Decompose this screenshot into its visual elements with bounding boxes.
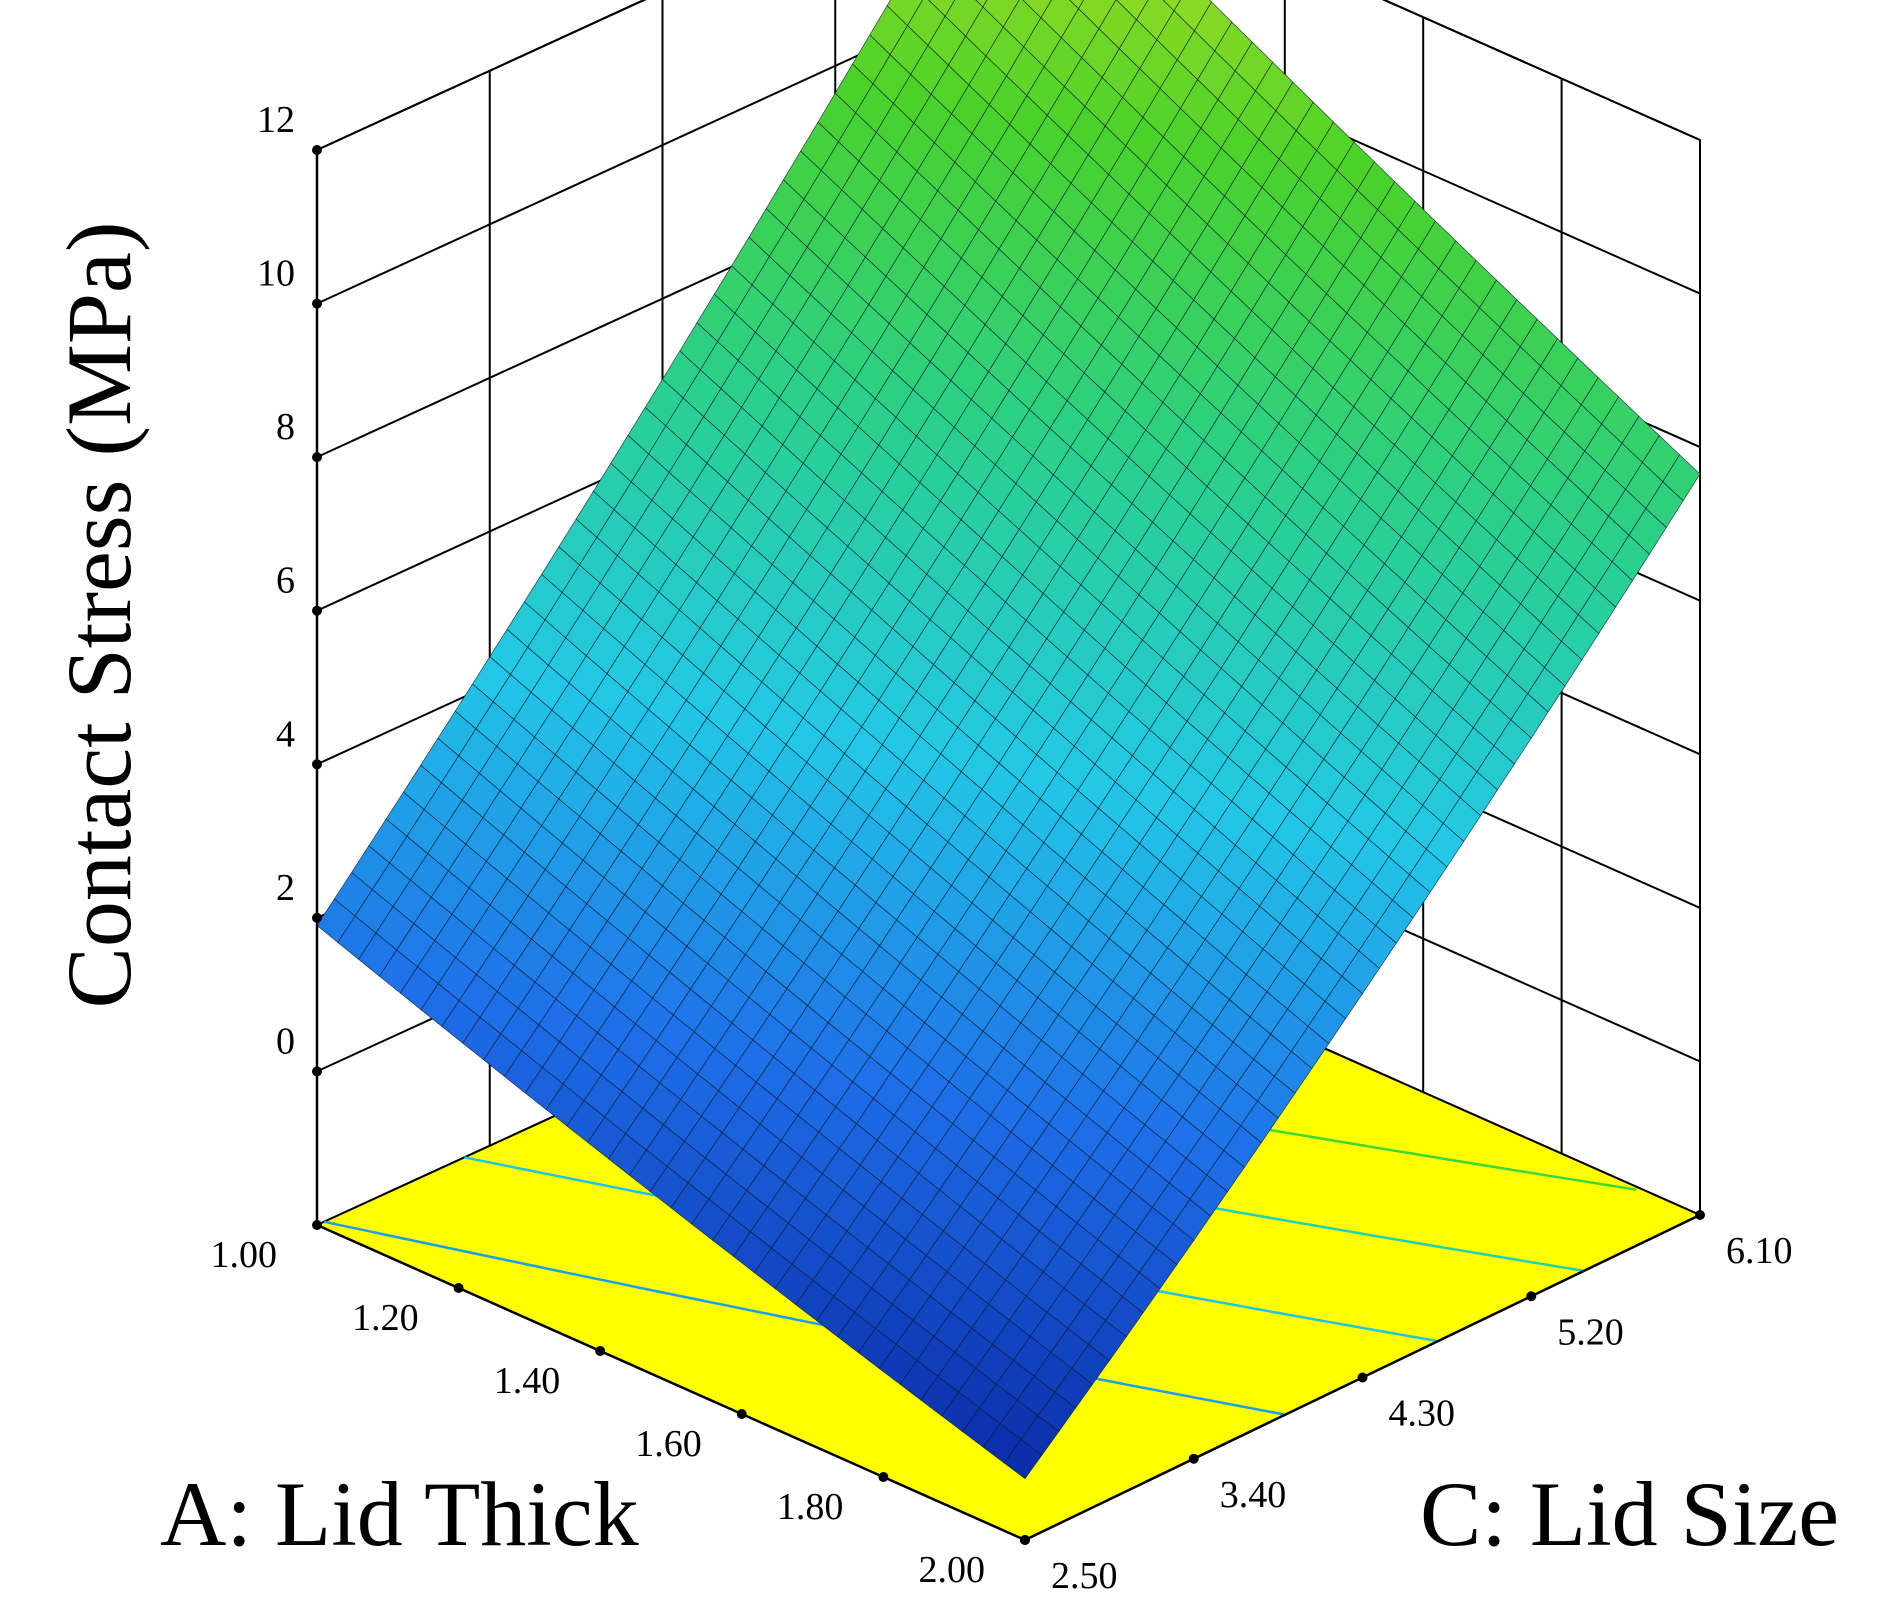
y-tick-mark bbox=[1188, 1453, 1199, 1464]
x-tick-mark bbox=[453, 1283, 464, 1293]
y-tick-label: 4.30 bbox=[1389, 1393, 1456, 1435]
wall-hgrid bbox=[316, 0, 1701, 305]
x-tick-label: 1.40 bbox=[494, 1360, 561, 1402]
z-tick-mark bbox=[312, 452, 322, 463]
x-tick-mark bbox=[595, 1346, 606, 1356]
y-tick-mark bbox=[1526, 1291, 1537, 1302]
z-tick-mark bbox=[312, 605, 322, 616]
tick-labels: 0 2 4 6 8 10 12 1.00 1.20 1.40 1.60 1.80 2.00 2.50 3.4… bbox=[211, 99, 1793, 1597]
x-axis-line bbox=[316, 1223, 1026, 1542]
z-tick-mark bbox=[312, 912, 322, 923]
x-tick-label: 2.00 bbox=[919, 1549, 986, 1591]
y-tick-mark bbox=[1357, 1372, 1368, 1383]
z-tick-label: 12 bbox=[257, 99, 295, 141]
z-tick-mark bbox=[312, 759, 322, 770]
x-tick-mark bbox=[312, 1220, 322, 1230]
x-tick-mark bbox=[736, 1409, 747, 1419]
y-tick-label: 3.40 bbox=[1220, 1474, 1287, 1516]
wall-hgrid bbox=[316, 0, 1701, 151]
z-tick-label: 6 bbox=[276, 560, 295, 602]
x-tick-label: 1.00 bbox=[211, 1234, 278, 1276]
floor-contour bbox=[323, 1220, 1286, 1416]
z-tick-mark bbox=[312, 145, 322, 155]
z-tick-label: 10 bbox=[257, 253, 295, 295]
z-axis-title: Contact Stress (MPa) bbox=[48, 221, 150, 1008]
z-tick-label: 8 bbox=[276, 406, 295, 448]
x-tick-label: 1.20 bbox=[352, 1297, 419, 1339]
z-tick-mark bbox=[312, 1066, 322, 1077]
surface-cell bbox=[1003, 1438, 1043, 1480]
x-tick-mark bbox=[878, 1472, 889, 1482]
z-tick-label: 2 bbox=[276, 867, 295, 909]
y-tick-mark bbox=[1695, 1210, 1705, 1220]
y-tick-label: 6.10 bbox=[1726, 1230, 1793, 1272]
y-axis-title: C: Lid Size bbox=[1420, 1463, 1839, 1565]
y-tick-mark bbox=[1020, 1535, 1030, 1545]
y-tick-label: 5.20 bbox=[1557, 1311, 1624, 1353]
response-surface bbox=[316, 0, 1701, 1480]
z-tick-label: 4 bbox=[276, 713, 295, 755]
x-axis-title: A: Lid Thick bbox=[160, 1463, 639, 1565]
z-tick-label: 0 bbox=[276, 1020, 295, 1062]
x-tick-label: 1.80 bbox=[777, 1486, 844, 1528]
x-tick-label: 1.60 bbox=[635, 1423, 702, 1465]
z-tick-mark bbox=[312, 298, 322, 309]
y-tick-label: 2.50 bbox=[1051, 1555, 1118, 1597]
